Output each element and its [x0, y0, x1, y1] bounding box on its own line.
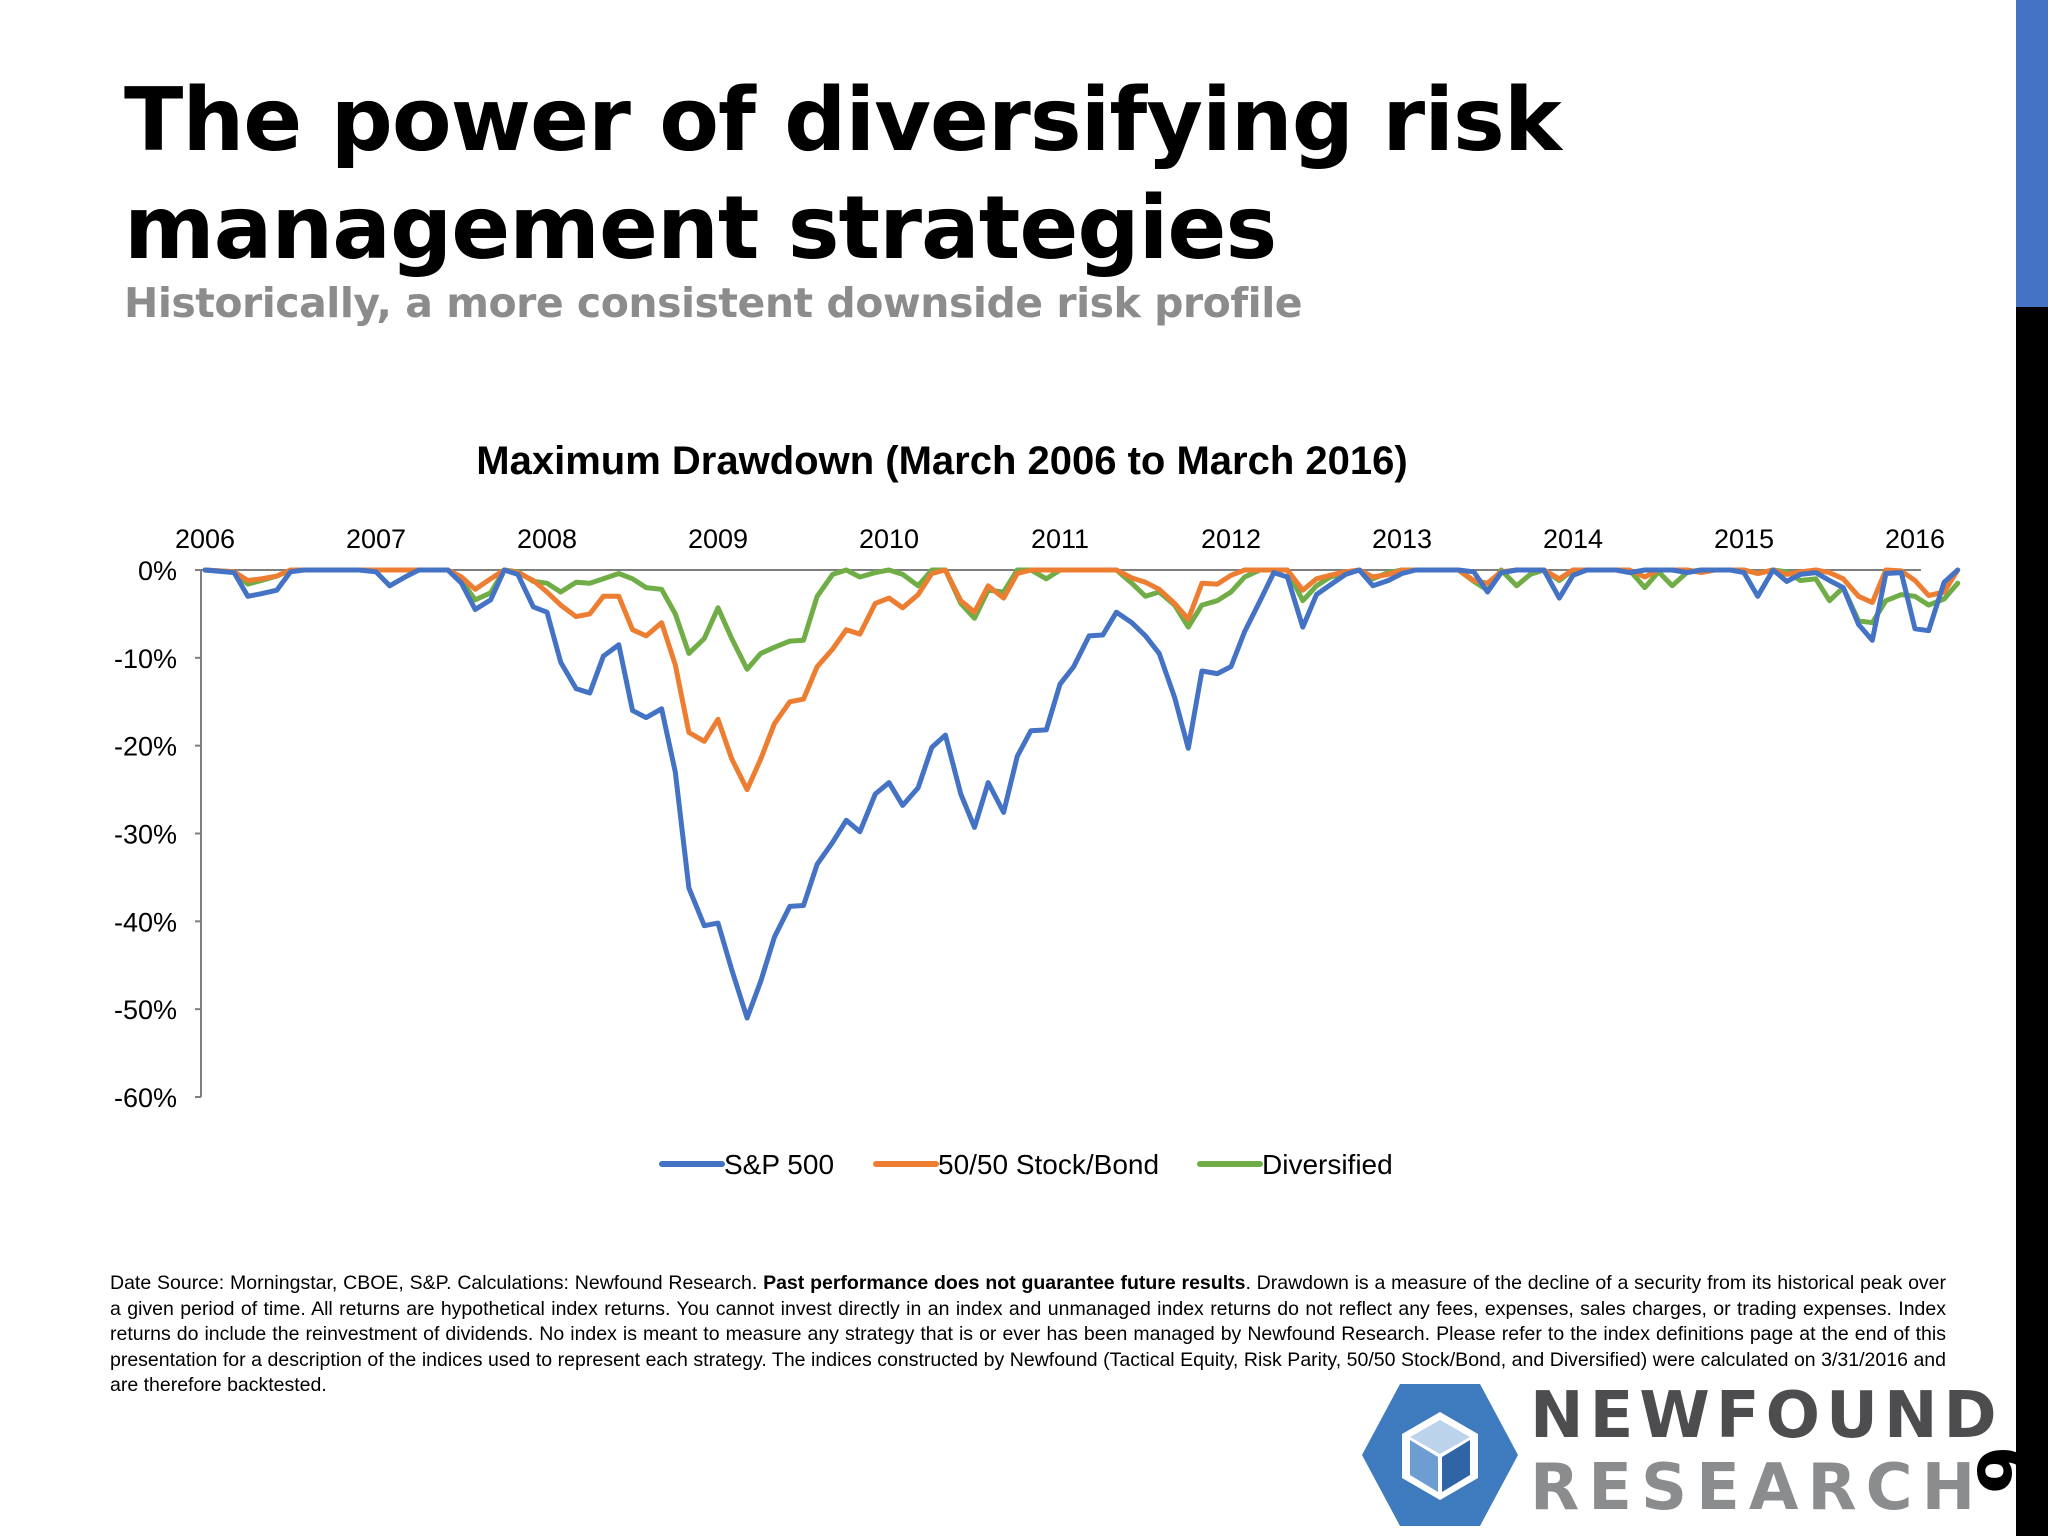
x-tick-label: 2007	[346, 524, 406, 554]
x-tick-label: 2008	[517, 524, 577, 554]
y-tick-label: -40%	[114, 907, 177, 937]
y-tick-label: -20%	[114, 732, 177, 762]
footnote-text-1: Date Source: Morningstar, CBOE, S&P. Cal…	[110, 1272, 764, 1294]
slide-subtitle: Historically, a more consistent downside…	[124, 279, 1303, 327]
x-tick-label: 2014	[1543, 524, 1603, 554]
series-line-50-50-stock-bond	[202, 567, 1961, 793]
side-dark-bar	[2016, 307, 2048, 1536]
logo-text-research: RESEARCH	[1530, 1451, 1985, 1525]
x-tick-label: 2013	[1372, 524, 1432, 554]
x-tick-label: 2010	[859, 524, 919, 554]
newfound-logo: NEWFOUND RESEARCH	[1360, 1380, 1997, 1530]
x-tick-label: 2016	[1885, 524, 1945, 554]
chart-series	[202, 567, 1961, 1021]
x-tick-label: 2012	[1201, 524, 1261, 554]
drawdown-chart: Maximum Drawdown (March 2006 to March 20…	[114, 439, 1961, 1180]
x-tick-label: 2015	[1714, 524, 1774, 554]
series-line-s-p-500	[202, 567, 1961, 1021]
legend-label-50-50-stock-bond: 50/50 Stock/Bond	[938, 1149, 1159, 1180]
chart-legend: S&P 500 50/50 Stock/Bond Diversified	[659, 1149, 1393, 1180]
y-tick-label: -60%	[114, 1083, 177, 1113]
footnote-text-2: . Drawdown is a measure of the decline o…	[110, 1272, 1946, 1396]
x-tick-label: 2011	[1031, 524, 1089, 554]
side-accent-bar	[2016, 0, 2048, 307]
logo-text-newfound: NEWFOUND	[1530, 1379, 2003, 1453]
slide-title: The power of diversifying risk managemen…	[124, 69, 1562, 279]
footnote-disclaimer-bold: Past performance does not guarantee futu…	[763, 1272, 1246, 1294]
footnote: Date Source: Morningstar, CBOE, S&P. Cal…	[110, 1271, 1946, 1399]
legend-label-diversified: Diversified	[1262, 1149, 1393, 1180]
y-tick-label: -10%	[114, 644, 177, 674]
y-tick-label: 0%	[138, 556, 177, 586]
chart-title: Maximum Drawdown (March 2006 to March 20…	[476, 439, 1407, 483]
y-tick-label: -50%	[114, 995, 177, 1025]
chart-axes: 0% -10% -20% -30% -40% -50% -60% 2006 2007 2008 20…	[114, 524, 1945, 1113]
x-tick-label: 2009	[688, 524, 748, 554]
legend-label-s-p-500: S&P 500	[724, 1149, 834, 1180]
y-tick-label: -30%	[114, 820, 177, 850]
x-tick-label: 2006	[175, 524, 235, 554]
cube-hexagon-icon	[1362, 1384, 1518, 1526]
